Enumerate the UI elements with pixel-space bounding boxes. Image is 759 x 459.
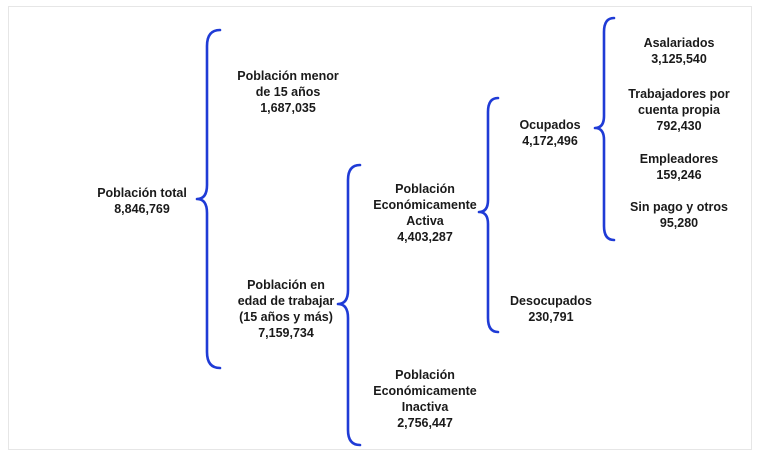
node-sin-pago: Sin pago y otros 95,280: [614, 199, 744, 231]
node-label-line-1: Población: [395, 368, 455, 382]
node-ocupados: Ocupados 4,172,496: [500, 117, 600, 149]
node-poblacion-edad-trabajar: Población en edad de trabajar (15 años y…: [216, 277, 356, 341]
node-desocupados: Desocupados 230,791: [496, 293, 606, 325]
brace-total: [195, 28, 222, 370]
node-value: 7,159,734: [258, 326, 314, 340]
node-label: Desocupados: [510, 294, 592, 308]
node-poblacion-total: Población total 8,846,769: [82, 185, 202, 217]
node-asalariados: Asalariados 3,125,540: [614, 35, 744, 67]
node-value: 2,756,447: [397, 416, 453, 430]
node-pea: Población Económicamente Activa 4,403,28…: [365, 181, 485, 245]
node-value: 159,246: [656, 168, 702, 182]
node-cuenta-propia: Trabajadores por cuenta propia 792,430: [614, 86, 744, 134]
node-empleadores: Empleadores 159,246: [614, 151, 744, 183]
node-label: Población total: [97, 186, 187, 200]
node-label-line-3: (15 años y más): [239, 310, 333, 324]
node-label-line-1: Población en: [247, 278, 325, 292]
node-label: Empleadores: [639, 152, 719, 166]
node-label-line-3: Inactiva: [401, 400, 449, 414]
node-label-line-2: Económicamente: [373, 384, 477, 398]
node-value: 3,125,540: [651, 52, 707, 66]
node-value: 95,280: [659, 216, 699, 230]
node-value: 792,430: [656, 119, 702, 133]
node-label-line-3: Activa: [406, 214, 444, 228]
node-poblacion-menor-15: Población menor de 15 años 1,687,035: [218, 68, 358, 116]
brace-pea: [477, 96, 500, 334]
node-value: 1,687,035: [260, 101, 316, 115]
node-value: 8,846,769: [114, 202, 170, 216]
node-label-line-1: Trabajadores por: [628, 87, 730, 101]
node-value: 4,172,496: [522, 134, 578, 148]
node-label: Asalariados: [643, 36, 715, 50]
brace-edad-trabajar: [336, 163, 362, 447]
node-label: Ocupados: [519, 118, 581, 132]
node-label: Sin pago y otros: [630, 200, 728, 214]
node-pei: Población Económicamente Inactiva 2,756,…: [365, 367, 485, 431]
node-label-line-1: Población: [395, 182, 455, 196]
node-label-line-2: de 15 años: [255, 85, 321, 99]
node-value: 230,791: [528, 310, 574, 324]
diagram-frame: [8, 6, 752, 450]
node-value: 4,403,287: [397, 230, 453, 244]
node-label-line-2: edad de trabajar: [237, 294, 335, 308]
brace-ocupados: [593, 16, 616, 242]
node-label-line-1: Población menor: [237, 69, 339, 83]
node-label-line-2: cuenta propia: [638, 103, 720, 117]
node-label-line-2: Económicamente: [373, 198, 477, 212]
